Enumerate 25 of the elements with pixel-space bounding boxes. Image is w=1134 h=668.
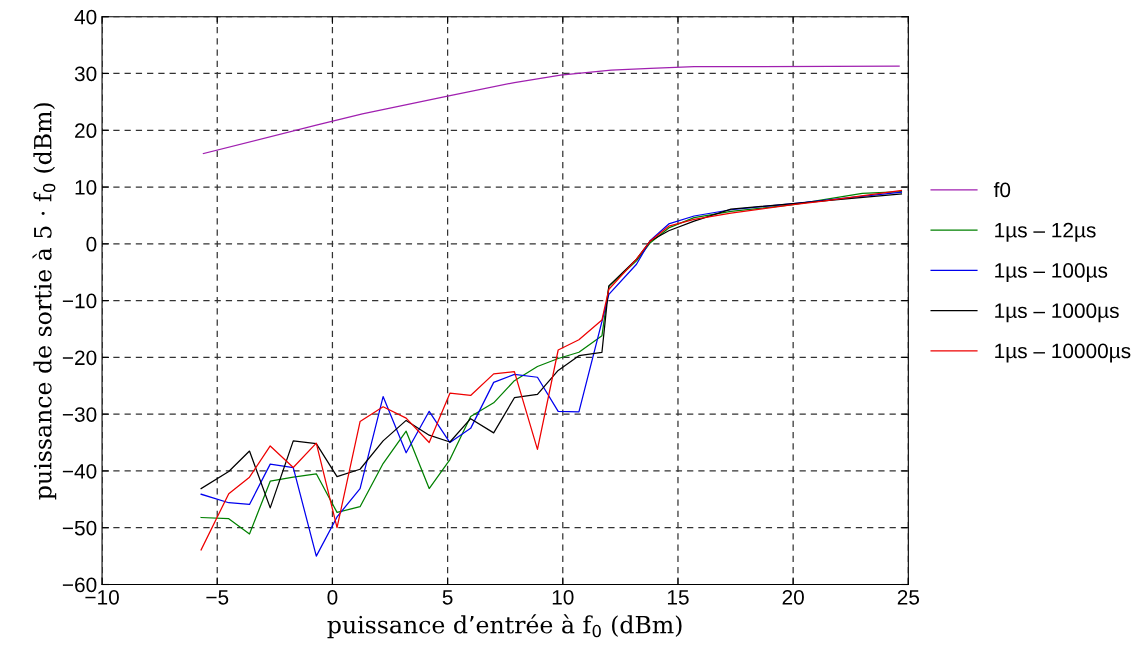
line-series (202, 65, 900, 155)
x-tick-label: 5 (442, 590, 453, 605)
y-tick-label: 10 (75, 180, 97, 195)
legend-label: 1µs – 1000µs (995, 303, 1119, 323)
legend-label: 1µs – 100µs (995, 263, 1108, 282)
x-tick-label: 10 (552, 589, 574, 605)
legend-label: f0 (993, 182, 1011, 198)
x-tick-label: −5 (206, 590, 229, 605)
x-tick-label: 25 (897, 589, 920, 605)
y-tick-label: 40 (74, 9, 97, 25)
x-axis-title: puissance d’entrée à f$_{0}$ (dBm) (327, 614, 682, 639)
y-tick-label: −40 (62, 463, 97, 479)
y-tick-label: 0 (86, 236, 97, 252)
y-tick-label: −10 (62, 293, 97, 309)
y-tick-label: 30 (74, 66, 97, 82)
y-tick-label: −50 (62, 520, 97, 536)
y-tick-label: 20 (75, 123, 97, 139)
y-tick-label: −20 (62, 350, 97, 366)
y-axis-title: puissance de sortie à 5 · f$_{0}$ (dBm) (32, 103, 57, 500)
x-tick-label: 15 (667, 590, 689, 605)
legend-label: 1µs – 10000µs (995, 343, 1131, 363)
legend-label: 1µs – 12µs (995, 222, 1096, 242)
x-tick-label: 0 (327, 589, 338, 605)
y-tick-label: −30 (62, 407, 97, 422)
x-tick-label: 20 (782, 589, 804, 605)
